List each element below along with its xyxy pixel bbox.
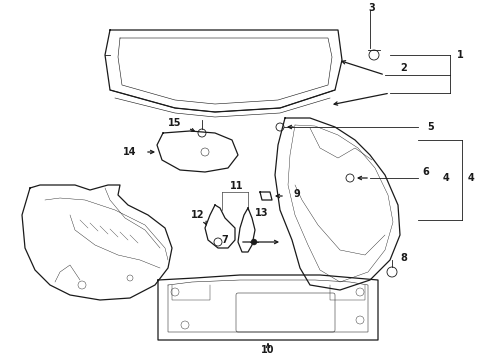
Text: 8: 8 (400, 253, 407, 263)
Text: 2: 2 (400, 63, 407, 73)
Text: 4: 4 (468, 173, 475, 183)
Text: 5: 5 (427, 122, 434, 132)
Circle shape (251, 239, 257, 245)
Text: 10: 10 (261, 345, 275, 355)
Text: 3: 3 (368, 3, 375, 13)
Text: 11: 11 (230, 181, 244, 191)
Text: 9: 9 (294, 189, 301, 199)
Text: 7: 7 (221, 235, 228, 245)
Text: 12: 12 (191, 210, 205, 220)
Text: 4: 4 (443, 173, 450, 183)
Text: 13: 13 (255, 208, 269, 218)
Text: 1: 1 (457, 50, 464, 60)
Text: 6: 6 (422, 167, 429, 177)
Text: 15: 15 (168, 118, 182, 128)
Text: 14: 14 (123, 147, 137, 157)
